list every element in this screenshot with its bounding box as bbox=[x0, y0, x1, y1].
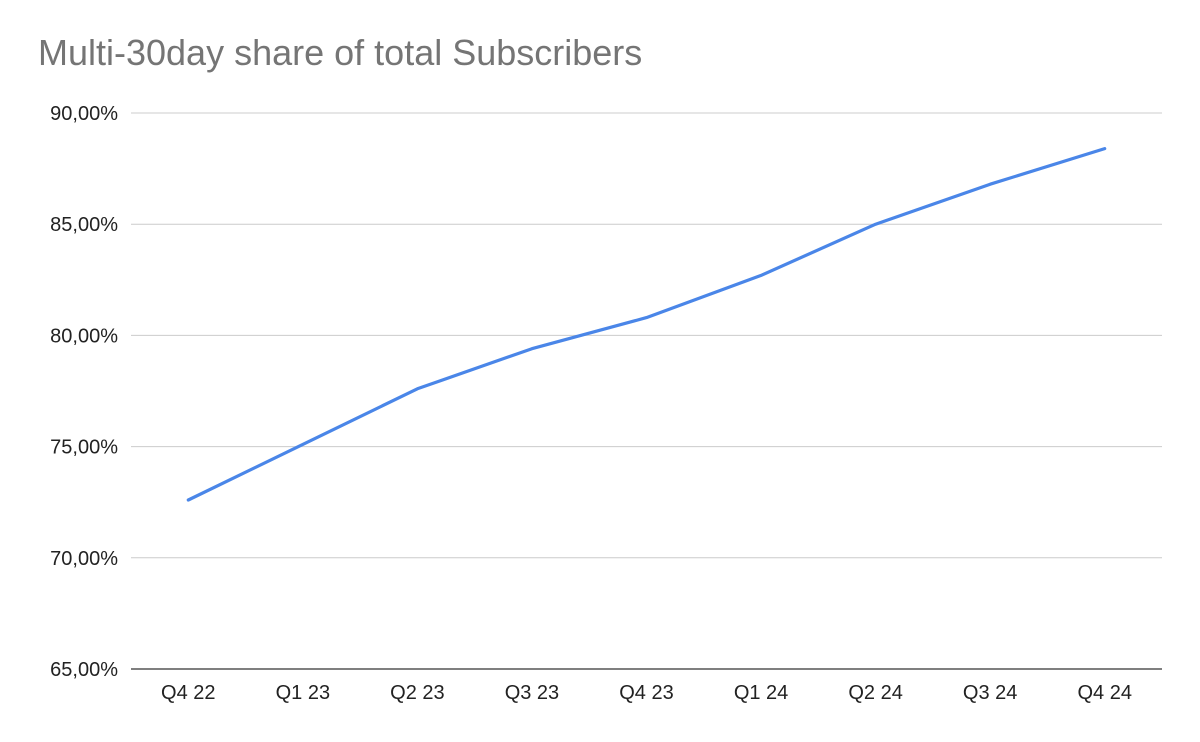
y-tick-label: 70,00% bbox=[50, 548, 118, 570]
x-axis-ticks: Q4 22 Q1 23 Q2 23 Q3 23 Q4 23 Q1 24 Q2 24 Q3 24… bbox=[161, 682, 1132, 704]
gridlines bbox=[131, 112, 1162, 559]
series-layer bbox=[186, 147, 1107, 502]
x-tick-label: Q2 23 bbox=[390, 682, 444, 704]
y-tick-label: 65,00% bbox=[50, 659, 118, 681]
y-tick-label: 90,00% bbox=[50, 103, 118, 125]
y-tick-label: 75,00% bbox=[50, 437, 118, 459]
x-tick-label: Q4 22 bbox=[161, 682, 215, 704]
series-line bbox=[186, 147, 1107, 502]
x-tick-label: Q4 24 bbox=[1077, 682, 1131, 704]
x-tick-label: Q3 23 bbox=[505, 682, 559, 704]
x-tick-label: Q1 24 bbox=[734, 682, 788, 704]
y-axis-ticks: 65,00% 70,00% 75,00% 80,00% 85,00% 90,00% bbox=[50, 103, 118, 681]
x-tick-label: Q4 23 bbox=[619, 682, 673, 704]
x-tick-label: Q3 24 bbox=[963, 682, 1017, 704]
x-tick-label: Q2 24 bbox=[848, 682, 902, 704]
y-tick-label: 85,00% bbox=[50, 214, 118, 236]
x-tick-label: Q1 23 bbox=[276, 682, 330, 704]
y-tick-label: 80,00% bbox=[50, 325, 118, 347]
chart-title: Multi-30day share of total Subscribers bbox=[38, 32, 643, 73]
